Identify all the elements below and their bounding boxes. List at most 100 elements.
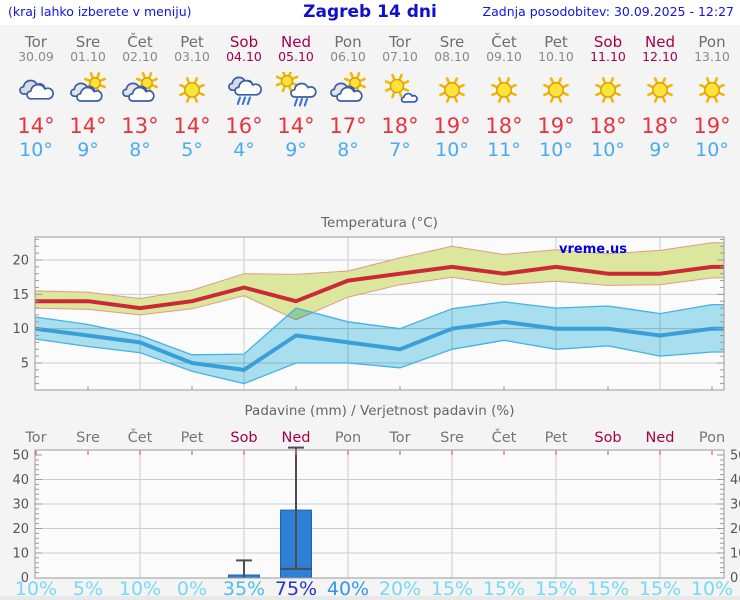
weather-icon-sunny [179,77,205,103]
high-temp-value: 16° [225,114,263,138]
last-update-label: Zadnja posodobitev: 30.09.2025 - 12:27 [482,4,734,19]
low-temp-value: 7° [389,139,411,161]
precip-probability-value: 0% [176,578,208,600]
high-temp-value: 18° [485,114,523,138]
location-menu-hint: (kraj lahko izberete v meniju) [8,4,192,19]
forecast-day-column: Sob 04.10 16° 4° [216,34,272,161]
svg-text:20: 20 [730,522,740,537]
precip-probability-value: 75% [274,578,318,600]
svg-text:10: 10 [12,547,29,562]
day-name-label: Ned [281,33,311,51]
high-temp-value: 18° [589,114,627,138]
precip-day-label: Sre [440,430,464,446]
weather-icon-partly-cloudy [330,72,367,102]
high-temp-value: 14° [173,114,211,138]
high-temp-value: 17° [329,114,367,138]
day-name-label: Tor [25,33,47,51]
day-name-label: Sre [439,33,465,51]
precip-probability-value: 15% [430,578,474,600]
precip-day-label: Pon [698,430,726,446]
low-temp-value: 10° [435,139,469,161]
low-temp-value: 9° [649,139,671,161]
forecast-day-column: Pet 10.10 19° 10° [528,34,584,161]
low-temp-value: 11° [487,139,521,161]
svg-text:40: 40 [12,473,29,488]
day-name-label: Pon [698,33,726,51]
day-date-label: 30.09 [18,49,54,64]
day-name-label: Tor [389,33,411,51]
precip-day-label: Čet [491,430,517,446]
forecast-day-column: Sob 11.10 18° 10° [580,34,636,161]
precip-probability-value: 15% [586,578,630,600]
low-temp-value: 5° [181,139,203,161]
day-date-label: 11.10 [590,49,626,64]
svg-text:30: 30 [12,498,29,513]
day-date-label: 06.10 [330,49,366,64]
weather-icon-sun-rain [275,72,317,107]
high-temp-value: 14° [277,114,315,138]
svg-text:20: 20 [12,254,29,269]
precip-probability-value: 15% [534,578,578,600]
weather-icon-sunny [699,77,725,103]
weather-icon-sunny [647,77,673,103]
day-date-label: 08.10 [434,49,470,64]
day-date-label: 03.10 [174,49,210,64]
svg-text:20: 20 [12,522,29,537]
svg-text:50: 50 [12,449,29,464]
svg-text:50: 50 [730,449,740,464]
forecast-day-column: Pon 06.10 17° 8° [320,34,376,161]
low-temp-value: 9° [285,139,307,161]
day-date-label: 01.10 [70,49,106,64]
precip-day-label: Pet [544,430,568,446]
page-header: (kraj lahko izberete v meniju) Zagreb 14… [0,0,740,25]
forecast-day-column: Sre 08.10 19° 10° [424,34,480,161]
weather-icon-cloudy [19,79,54,100]
precip-day-label: Tor [389,430,411,446]
day-date-label: 02.10 [122,49,158,64]
day-name-label: Ned [645,33,675,51]
day-name-label: Pon [334,33,362,51]
weather-icon-partly-cloudy [122,72,159,102]
forecast-day-column: Tor 30.09 14° 10° [8,34,64,161]
high-temp-value: 19° [433,114,471,138]
weather-icon-sunny [543,77,569,103]
day-name-label: Sob [229,33,259,51]
day-name-label: Pet [180,33,204,51]
day-date-label: 12.10 [642,49,678,64]
weather-icon-sunny [439,77,465,103]
svg-text:30: 30 [730,498,740,513]
svg-text:40: 40 [730,473,740,488]
precip-probability-value: 10% [690,578,734,600]
day-date-label: 09.10 [486,49,522,64]
high-temp-value: 14° [69,114,107,138]
precip-day-label: Sob [230,430,258,446]
low-temp-value: 10° [19,139,53,161]
forecast-day-column: Pon 13.10 19° 10° [684,34,740,161]
forecast-day-column: Čet 09.10 18° 11° [476,34,532,161]
precip-probability-value: 15% [638,578,682,600]
high-temp-value: 19° [537,114,575,138]
low-temp-value: 4° [233,139,255,161]
weather-icon-sunny [595,77,621,103]
low-temp-value: 10° [591,139,625,161]
day-date-label: 04.10 [226,49,262,64]
precip-probability-value: 35% [222,578,266,600]
weather-icon-rain [228,76,262,105]
low-temp-value: 8° [337,139,359,161]
precip-day-label: Pet [180,430,204,446]
svg-text:5: 5 [21,357,29,372]
day-date-label: 10.10 [538,49,574,64]
day-date-label: 07.10 [382,49,418,64]
precip-probability-value: 5% [72,578,104,600]
watermark-link[interactable]: vreme.us [559,242,627,257]
precip-day-label: Sob [594,430,622,446]
forecast-day-column: Tor 07.10 18° 7° [372,34,428,161]
low-temp-value: 10° [539,139,573,161]
precip-day-label: Tor [25,430,47,446]
high-temp-value: 18° [641,114,679,138]
high-temp-value: 18° [381,114,419,138]
weather-icon-sunny [491,77,517,103]
day-name-label: Čet [127,33,153,51]
high-temp-value: 19° [693,114,731,138]
day-date-label: 05.10 [278,49,314,64]
